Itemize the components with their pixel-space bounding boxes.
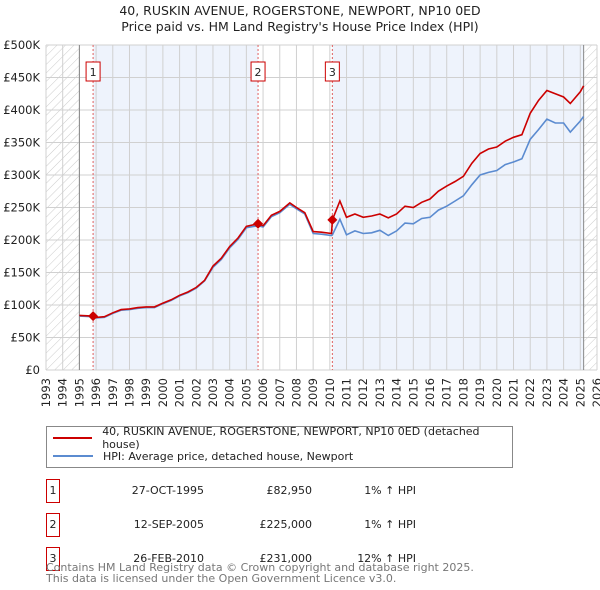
- sale-label: 2: [255, 66, 262, 79]
- chart-subtitle: Price paid vs. HM Land Registry's House …: [121, 19, 479, 34]
- transaction-hpi: 1% ↑ HPI: [364, 518, 416, 531]
- x-tick-label: 2012: [356, 378, 370, 407]
- x-tick-label: 2026: [590, 378, 600, 407]
- x-tick-label: 2008: [289, 378, 303, 407]
- transaction-number: 1: [46, 479, 60, 503]
- x-tick-label: 2003: [206, 378, 220, 407]
- sale-label-box: [324, 61, 340, 82]
- x-tick-label: 1996: [89, 378, 103, 407]
- price-chart: 1993 1994 1995 1996 1997 1998 1999 2000 2001 2002…: [3, 38, 600, 407]
- transaction-date: 26-FEB-2010: [133, 552, 204, 565]
- x-tick-label: 2025: [573, 378, 587, 407]
- y-tick-label: £450K: [3, 71, 40, 85]
- x-tick-label: 2000: [156, 378, 170, 407]
- chart-title: 40, RUSKIN AVENUE, ROGERSTONE, NEWPORT, …: [119, 3, 481, 18]
- x-tick-label: 1993: [39, 378, 53, 407]
- x-tick-label: 2002: [189, 378, 203, 407]
- legend-property: 40, RUSKIN AVENUE, ROGERSTONE, NEWPORT, …: [102, 425, 480, 451]
- x-tick-label: 2018: [456, 378, 470, 407]
- x-tick-label: 2024: [557, 378, 571, 407]
- x-tick-label: 2022: [523, 378, 537, 407]
- transaction-number: 3: [46, 547, 60, 571]
- x-tick-label: 2006: [256, 378, 270, 407]
- x-tick-label: 2019: [473, 378, 487, 407]
- transaction-price: £82,950: [266, 484, 313, 497]
- legend-blue-swatch: [53, 455, 93, 457]
- x-tick-label: 2007: [273, 378, 287, 407]
- transaction-hpi: 12% ↑ HPI: [357, 552, 416, 565]
- x-tick-label: 1998: [122, 378, 136, 407]
- sale-point: [253, 218, 264, 229]
- sale-label-box: [85, 61, 101, 82]
- x-tick-label: 2010: [323, 378, 337, 407]
- x-tick-label: 2001: [173, 378, 187, 407]
- legend: 40, RUSKIN AVENUE, ROGERSTONE, NEWPORT, …: [46, 425, 513, 468]
- legend-red-swatch: [53, 437, 93, 439]
- transaction-number: 2: [46, 513, 60, 537]
- x-tick-label: 2013: [373, 378, 387, 407]
- x-tick-label: 2009: [306, 378, 320, 407]
- y-tick-label: £300K: [3, 168, 40, 182]
- y-tick-label: £200K: [3, 233, 40, 247]
- x-tick-label: 2011: [340, 378, 354, 407]
- y-tick-label: £50K: [11, 331, 41, 345]
- transaction-hpi: 1% ↑ HPI: [364, 484, 416, 497]
- transaction-price: £225,000: [259, 518, 313, 531]
- y-tick-label: £400K: [3, 103, 40, 117]
- x-tick-label: 2021: [507, 378, 521, 407]
- transaction-price: £231,000: [259, 552, 313, 565]
- footer-copyright: Contains HM Land Registry data © Crown c…: [46, 561, 474, 574]
- transaction-date: 27-OCT-1995: [131, 484, 204, 497]
- x-tick-label: 1997: [106, 378, 120, 407]
- legend-hpi: HPI: Average price, detached house, Newp…: [103, 449, 354, 463]
- y-tick-label: £250K: [3, 201, 40, 215]
- x-tick-label: 2014: [390, 378, 404, 407]
- y-tick-label: £0: [25, 363, 40, 377]
- x-tick-label: 2016: [423, 378, 437, 407]
- sale-label: 3: [329, 66, 336, 79]
- y-tick-label: £500K: [3, 38, 40, 52]
- sale-point: [327, 214, 338, 225]
- x-tick-label: 1994: [56, 378, 70, 407]
- x-tick-label: 2020: [490, 378, 504, 407]
- sale-label-box: [250, 61, 266, 82]
- x-tick-label: 1999: [139, 378, 153, 407]
- x-tick-label: 2004: [223, 378, 237, 407]
- footer-licence: This data is licensed under the Open Gov…: [46, 572, 397, 585]
- sale-point: [88, 311, 99, 322]
- transaction-date: 12-SEP-2005: [133, 518, 204, 531]
- x-tick-label: 2023: [540, 378, 554, 407]
- y-tick-label: £100K: [3, 298, 40, 312]
- y-tick-label: £350K: [3, 136, 40, 150]
- sale-label: 1: [90, 66, 97, 79]
- x-tick-label: 2015: [406, 378, 420, 407]
- x-tick-label: 2017: [440, 378, 454, 407]
- y-tick-label: £150K: [3, 266, 40, 280]
- x-tick-label: 2005: [239, 378, 253, 407]
- x-tick-label: 1995: [72, 378, 86, 407]
